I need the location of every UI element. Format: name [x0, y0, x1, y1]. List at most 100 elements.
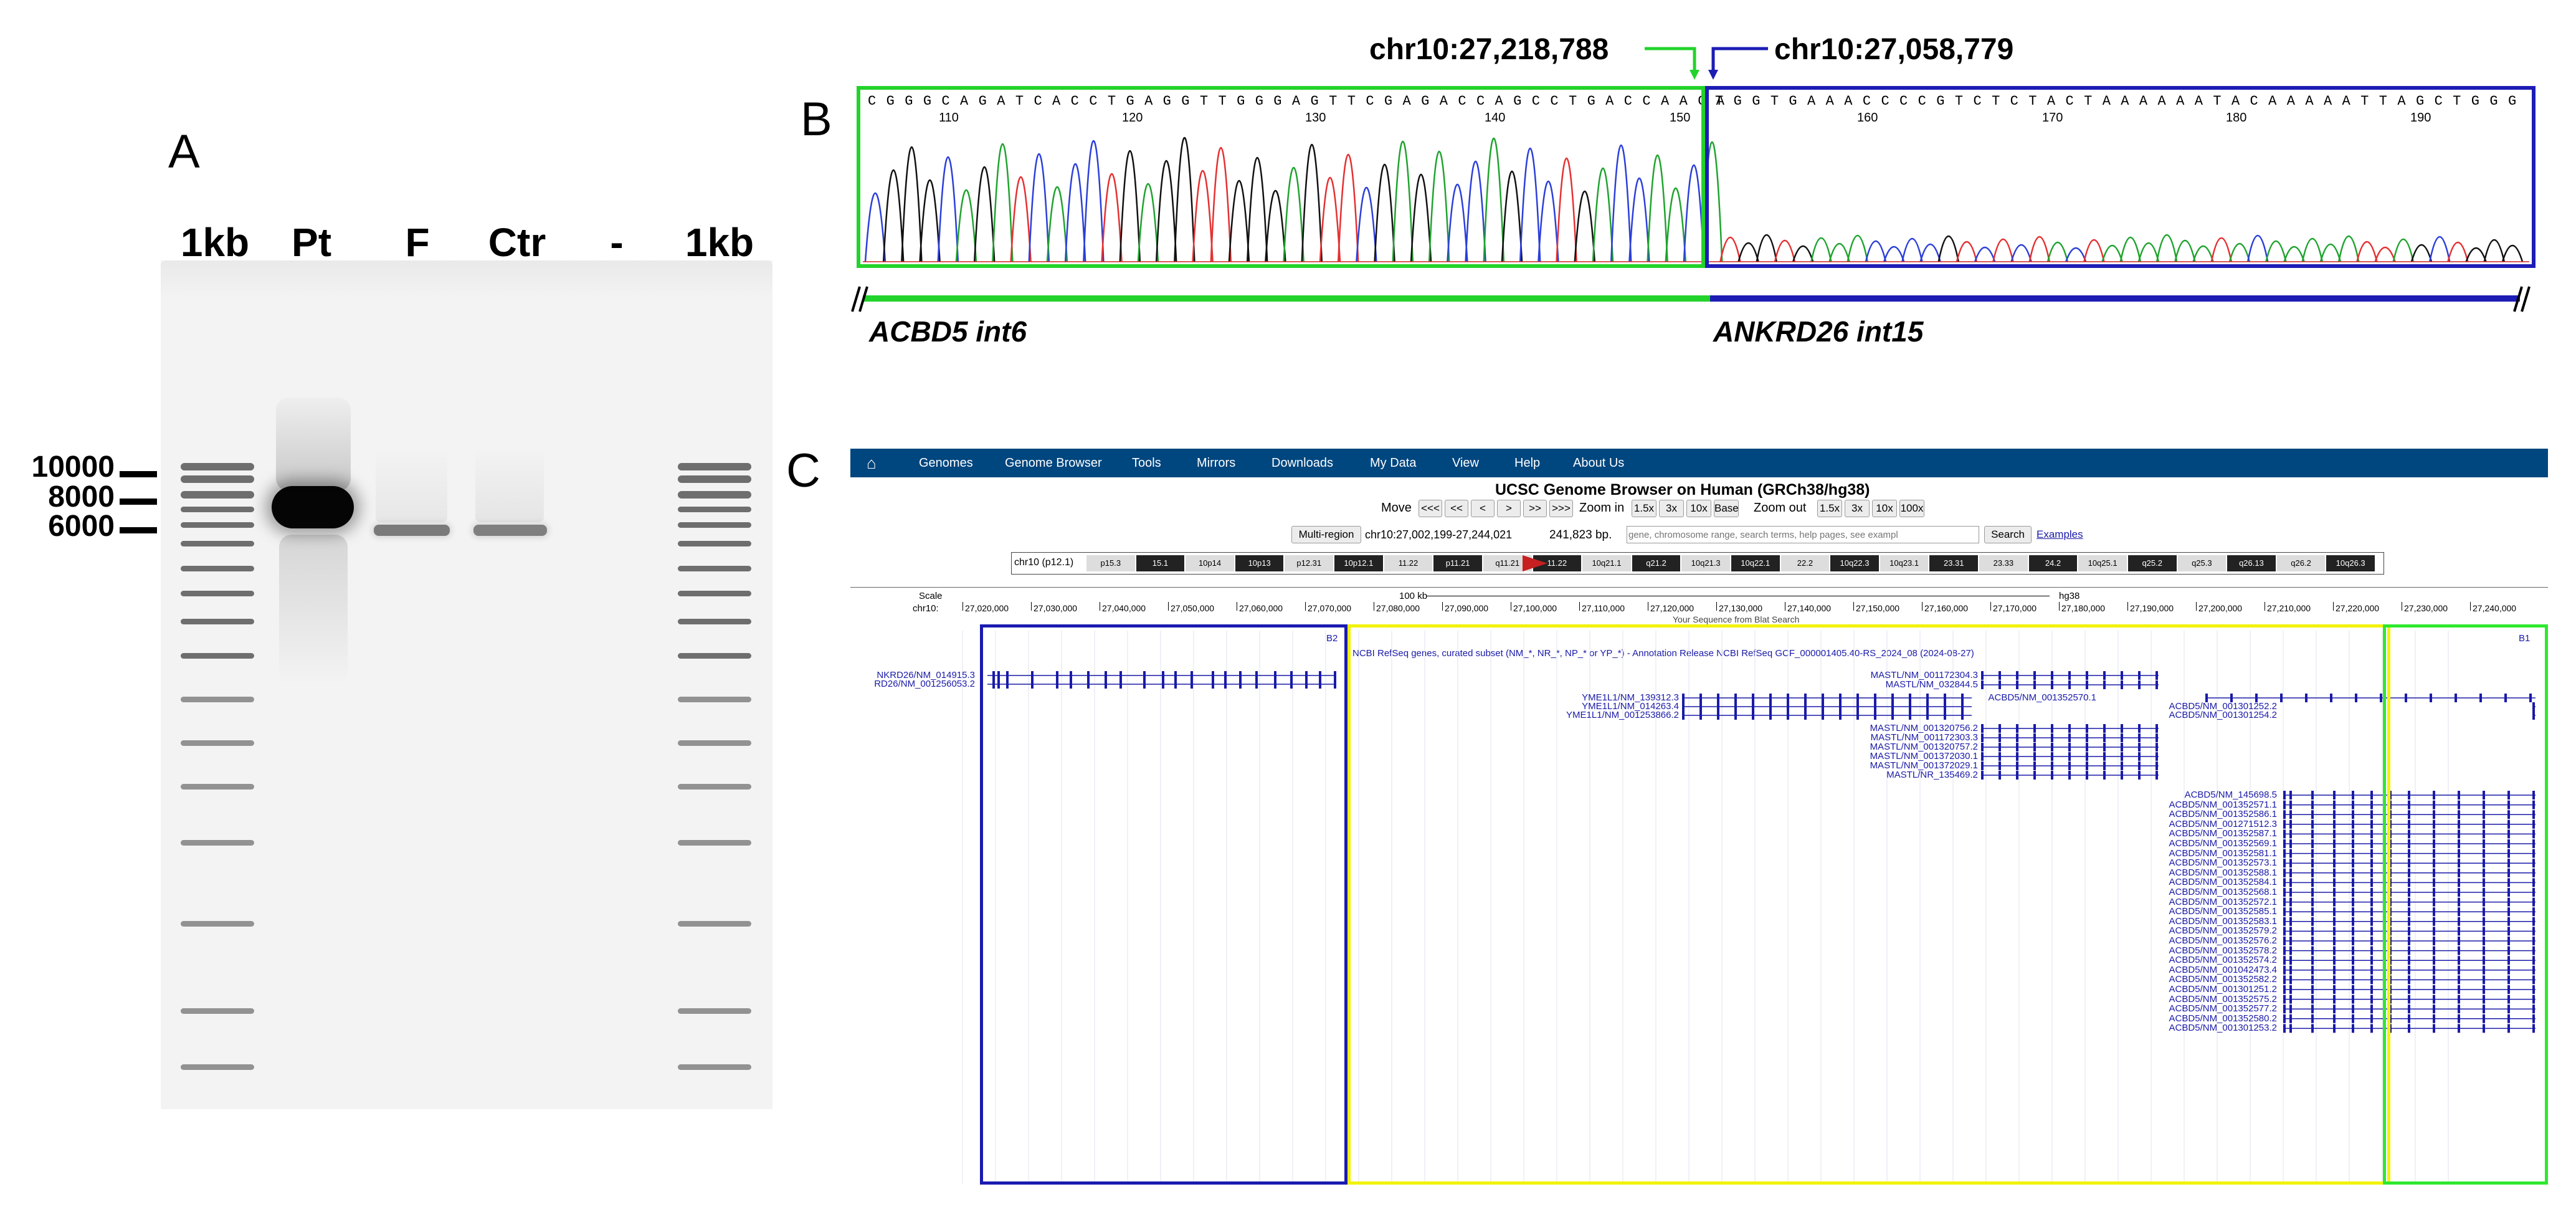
ideogram-band: p12.31 [1285, 555, 1334, 571]
exon-block [2289, 819, 2292, 829]
exon-block [1856, 711, 1859, 720]
centromere-marker [1523, 555, 1547, 571]
exon-block [1105, 680, 1107, 689]
trace-peak [1483, 137, 1505, 262]
nav-help[interactable]: Help [1514, 456, 1541, 470]
trace-peak [2337, 235, 2360, 262]
nav-about-us[interactable]: About Us [1573, 456, 1625, 470]
ladder-band [181, 491, 254, 499]
trace-peak [2301, 238, 2324, 262]
exon-block [2121, 743, 2123, 752]
ideogram-band: 23.31 [1929, 555, 1979, 571]
acbd5-region-highlight [2383, 624, 2548, 1185]
exon-block [2532, 849, 2535, 858]
exon-block [1944, 694, 1946, 702]
exon-block [2086, 771, 2088, 780]
exon-block [2311, 1014, 2314, 1023]
ladder-band [181, 566, 254, 571]
exon-block [2289, 810, 2292, 819]
transcript-label: ACBD5/NM_001352581.1 [2169, 847, 2277, 859]
zoom-in-button-2[interactable]: 10x [1686, 500, 1711, 517]
nav-downloads[interactable]: Downloads [1271, 456, 1333, 470]
exon-block [1174, 671, 1177, 680]
exon-block [2370, 897, 2373, 907]
exon-block [2289, 878, 2292, 887]
exon-block [2483, 995, 2485, 1004]
move-button-3[interactable]: > [1497, 500, 1521, 517]
zoom-in-button-3[interactable]: Base [1714, 500, 1739, 517]
exon-block [2507, 956, 2510, 965]
nav-genome-browser[interactable]: Genome Browser [1005, 456, 1102, 470]
nav-tools[interactable]: Tools [1132, 456, 1161, 470]
exon-block [1212, 671, 1214, 680]
move-button-1[interactable]: << [1445, 500, 1468, 517]
transcript-label: MASTL/NM_032844.5 [1885, 679, 1978, 690]
transcript-label: YME1L1/NM_001253866.2 [1566, 710, 1679, 720]
exon-block [2311, 888, 2314, 897]
exon-block [1981, 761, 1984, 770]
search-input[interactable] [1627, 526, 1979, 543]
exon-block [2121, 733, 2123, 742]
search-button[interactable]: Search [1984, 526, 2032, 543]
home-icon[interactable]: ⌂ [867, 454, 877, 472]
ideogram-band: 10q23.1 [1880, 555, 1929, 571]
exon-block [2408, 946, 2410, 955]
nav-view[interactable]: View [1452, 456, 1479, 470]
exon-block [2408, 897, 2410, 907]
exon-block [2352, 927, 2354, 936]
zoom-in-button-1[interactable]: 3x [1659, 500, 1684, 517]
exon-block [2532, 888, 2535, 897]
nav-genomes[interactable]: Genomes [919, 456, 973, 470]
zoom-out-button-3[interactable]: 100x [1899, 500, 1924, 517]
move-button-0[interactable]: <<< [1419, 500, 1442, 517]
acbd5-sequence-box [857, 86, 1705, 268]
exon-block [2311, 917, 2314, 926]
exon-block [2370, 956, 2373, 965]
zoom-out-button-0[interactable]: 1.5x [1817, 500, 1842, 517]
exon-block [2155, 671, 2158, 680]
exon-block [2483, 839, 2485, 848]
trace-peak [1174, 136, 1195, 262]
band-control-smear [475, 447, 544, 522]
exon-block [2458, 859, 2460, 868]
examples-link[interactable]: Examples [2037, 528, 2083, 540]
exon-block [1056, 671, 1058, 680]
exon-block [2458, 1004, 2460, 1014]
exon-block [2408, 985, 2410, 994]
exon-block [2283, 878, 2286, 887]
exon-block [2352, 946, 2354, 955]
exon-block [2507, 1014, 2510, 1023]
trace-peak [1538, 181, 1559, 262]
multi-region-button[interactable]: Multi-region [1291, 526, 1361, 543]
ladder-band [678, 1064, 751, 1070]
nav-mirrors[interactable]: Mirrors [1197, 456, 1236, 470]
exon-block [2433, 819, 2435, 829]
move-button-5[interactable]: >>> [1549, 500, 1573, 517]
zoom-out-button-1[interactable]: 3x [1845, 500, 1870, 517]
exon-block [2121, 752, 2123, 761]
exon-block [2283, 791, 2286, 799]
move-button-2[interactable]: < [1471, 500, 1495, 517]
exon-block [2283, 1004, 2286, 1014]
transcript-label: ACBD5/NM_001352588.1 [2169, 867, 2277, 878]
exon-block [1239, 680, 1242, 689]
transcript-label: ACBD5/NM_001352568.1 [2169, 887, 2277, 897]
trace-peak [2101, 244, 2123, 262]
move-button-4[interactable]: >> [1523, 500, 1547, 517]
exon-block [2283, 1014, 2286, 1023]
ankrd26-bar [1710, 295, 2520, 302]
exon-block [1856, 694, 1859, 702]
exon-block [1926, 711, 1929, 720]
break-mark-right [2513, 286, 2531, 312]
exon-block [1804, 711, 1807, 720]
position-display: chr10:27,002,199-27,244,021 [1365, 528, 1513, 541]
exon-block [2507, 888, 2510, 897]
exon-block [2311, 1004, 2314, 1014]
exon-block [2408, 995, 2410, 1004]
zoom-in-button-0[interactable]: 1.5x [1632, 500, 1656, 517]
exon-block [2283, 839, 2286, 848]
zoom-out-button-2[interactable]: 10x [1872, 500, 1897, 517]
exon-block [2103, 771, 2106, 780]
nav-my-data[interactable]: My Data [1370, 456, 1417, 470]
ideogram-band: 15.1 [1136, 555, 1185, 571]
